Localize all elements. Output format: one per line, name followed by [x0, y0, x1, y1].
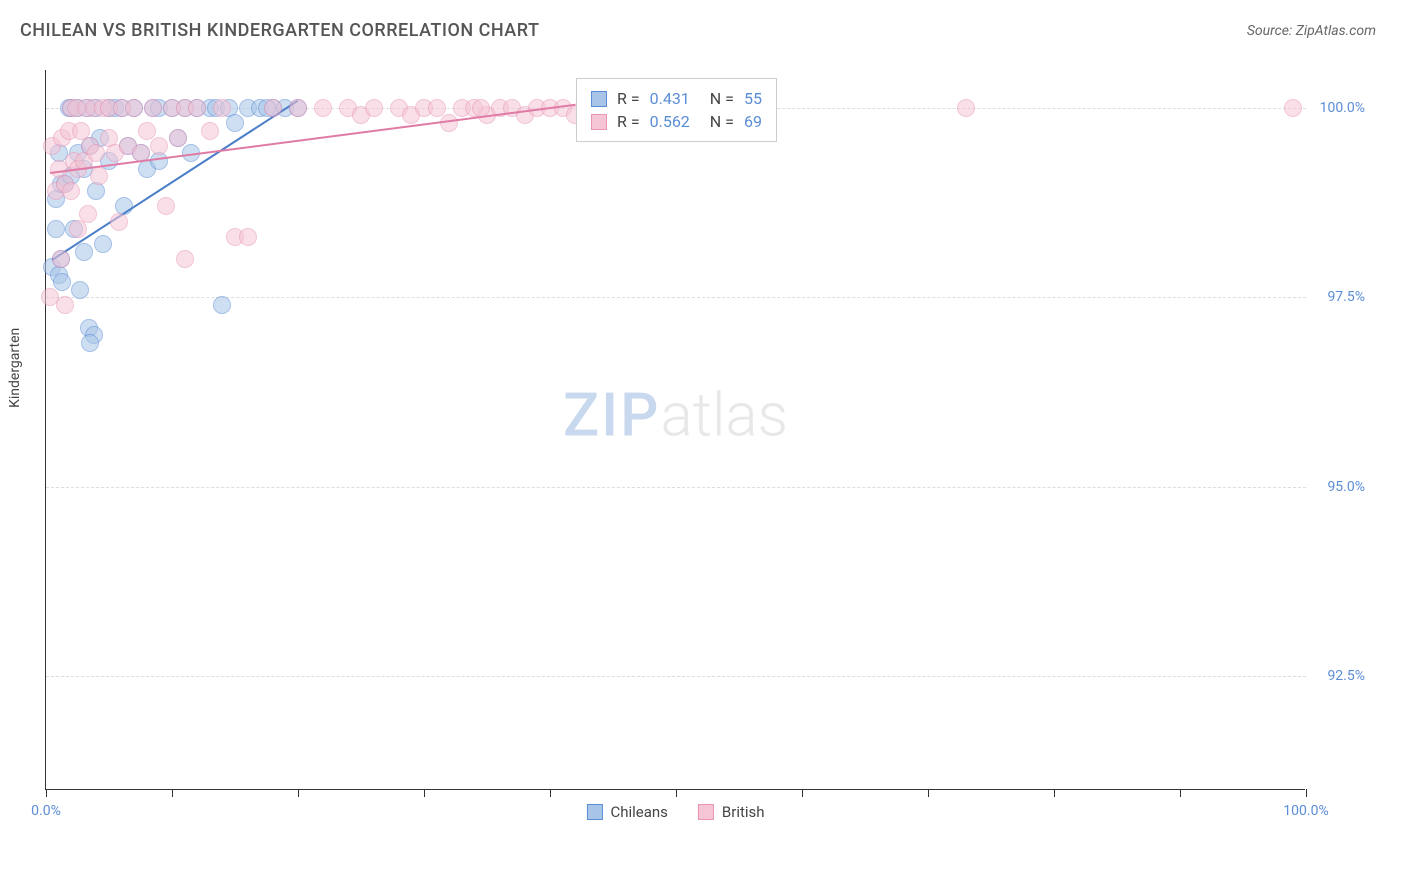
legend-item: Chileans: [586, 803, 667, 821]
x-tick: [550, 789, 551, 797]
x-tick-label: 100.0%: [1283, 803, 1328, 819]
scatter-point: [79, 205, 97, 223]
watermark: ZIPatlas: [563, 380, 788, 451]
x-tick: [1306, 789, 1307, 797]
scatter-point: [81, 334, 99, 352]
x-tick: [1054, 789, 1055, 797]
chart-container: ZIPatlas 92.5%95.0%97.5%100.0%0.0%100.0%…: [45, 60, 1365, 820]
r-label: R =: [617, 89, 640, 108]
scatter-point: [226, 114, 244, 132]
scatter-point: [213, 296, 231, 314]
grid-line: [46, 297, 1306, 298]
scatter-point: [957, 99, 975, 117]
y-tick-label: 97.5%: [1327, 289, 1365, 305]
n-value: 69: [744, 112, 762, 131]
x-tick: [172, 789, 173, 797]
series-swatch: [591, 91, 607, 107]
chart-title: CHILEAN VS BRITISH KINDERGARTEN CORRELAT…: [20, 20, 539, 41]
scatter-point: [176, 250, 194, 268]
y-tick-label: 95.0%: [1327, 479, 1365, 495]
scatter-point: [75, 243, 93, 261]
scatter-point: [110, 213, 128, 231]
n-value: 55: [744, 89, 762, 108]
scatter-point: [213, 99, 231, 117]
scatter-point: [314, 99, 332, 117]
x-tick: [298, 789, 299, 797]
scatter-point: [125, 99, 143, 117]
n-label: N =: [710, 112, 734, 131]
x-tick: [46, 789, 47, 797]
n-label: N =: [710, 89, 734, 108]
stats-box: R = 0.431 N = 55 R = 0.562 N = 69: [576, 78, 777, 142]
r-label: R =: [617, 112, 640, 131]
scatter-point: [440, 114, 458, 132]
scatter-point: [150, 137, 168, 155]
y-tick-label: 92.5%: [1327, 668, 1365, 684]
r-value: 0.562: [650, 112, 690, 131]
chart-header: CHILEAN VS BRITISH KINDERGARTEN CORRELAT…: [0, 0, 1406, 51]
scatter-point: [47, 220, 65, 238]
scatter-point: [289, 99, 307, 117]
scatter-point: [69, 220, 87, 238]
plot-area: ZIPatlas 92.5%95.0%97.5%100.0%0.0%100.0%…: [45, 70, 1305, 790]
x-tick-label: 0.0%: [31, 803, 61, 819]
x-tick: [424, 789, 425, 797]
scatter-point: [138, 122, 156, 140]
y-axis-label: Kindergarten: [7, 328, 23, 408]
trend-line: [52, 100, 299, 261]
series-swatch: [591, 114, 607, 130]
stats-row: R = 0.431 N = 55: [591, 87, 762, 110]
grid-line: [46, 487, 1306, 488]
x-tick: [1180, 789, 1181, 797]
scatter-point: [90, 167, 108, 185]
scatter-point: [188, 99, 206, 117]
x-tick: [802, 789, 803, 797]
scatter-point: [365, 99, 383, 117]
scatter-point: [157, 197, 175, 215]
legend-label: Chileans: [610, 803, 667, 821]
scatter-point: [1284, 99, 1302, 117]
legend: Chileans British: [586, 803, 764, 821]
legend-item: British: [698, 803, 765, 821]
chart-source: Source: ZipAtlas.com: [1247, 23, 1376, 39]
r-value: 0.431: [650, 89, 690, 108]
grid-line: [46, 676, 1306, 677]
scatter-point: [87, 144, 105, 162]
scatter-point: [52, 250, 70, 268]
y-tick-label: 100.0%: [1320, 100, 1365, 116]
scatter-point: [169, 129, 187, 147]
scatter-point: [144, 99, 162, 117]
scatter-point: [56, 296, 74, 314]
scatter-point: [53, 273, 71, 291]
legend-swatch: [698, 804, 714, 820]
x-tick: [928, 789, 929, 797]
stats-row: R = 0.562 N = 69: [591, 110, 762, 133]
x-tick: [676, 789, 677, 797]
scatter-point: [201, 122, 219, 140]
legend-label: British: [722, 803, 765, 821]
scatter-point: [239, 228, 257, 246]
legend-swatch: [586, 804, 602, 820]
scatter-point: [71, 281, 89, 299]
scatter-point: [94, 235, 112, 253]
scatter-point: [428, 99, 446, 117]
scatter-point: [264, 99, 282, 117]
scatter-point: [62, 182, 80, 200]
